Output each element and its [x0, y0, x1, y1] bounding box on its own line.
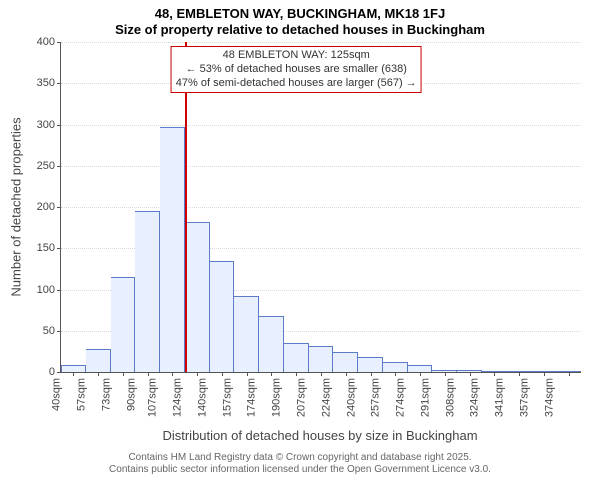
gridline-h: [61, 125, 581, 126]
histogram-bar: [408, 365, 433, 372]
chart-title-line1: 48, EMBLETON WAY, BUCKINGHAM, MK18 1FJ: [0, 6, 600, 22]
xtick-mark: [98, 372, 99, 376]
xtick-label: 90sqm: [125, 378, 137, 411]
ytick-label: 350: [37, 77, 61, 89]
xtick-label: 157sqm: [221, 378, 233, 417]
histogram-bar: [234, 296, 259, 372]
xtick-mark: [172, 372, 173, 376]
xtick-label: 57sqm: [76, 378, 88, 411]
xtick-mark: [569, 372, 570, 376]
xtick-label: 274sqm: [394, 378, 406, 417]
histogram-bar: [86, 349, 111, 372]
ytick-label: 200: [37, 201, 61, 213]
xtick-label: 73sqm: [100, 378, 112, 411]
gridline-h: [61, 207, 581, 208]
histogram-bar: [61, 365, 86, 372]
histogram-bar: [210, 261, 235, 372]
gridline-h: [61, 166, 581, 167]
histogram-plot: 05010015020025030035040040sqm57sqm73sqm9…: [60, 42, 581, 373]
annotation-box: 48 EMBLETON WAY: 125sqm← 53% of detached…: [171, 46, 422, 93]
annotation-line: ← 53% of detached houses are smaller (63…: [176, 63, 417, 77]
xtick-label: 190sqm: [271, 378, 283, 417]
xtick-mark: [494, 372, 495, 376]
ytick-label: 400: [37, 36, 61, 48]
xtick-label: 257sqm: [370, 378, 382, 417]
histogram-bar: [309, 346, 334, 372]
histogram-bar: [185, 222, 210, 372]
xtick-label: 341sqm: [494, 378, 506, 417]
x-axis-label: Distribution of detached houses by size …: [162, 428, 477, 443]
xtick-mark: [420, 372, 421, 376]
xtick-label: 324sqm: [469, 378, 481, 417]
ytick-label: 0: [49, 366, 61, 378]
xtick-mark: [296, 372, 297, 376]
histogram-bar: [135, 211, 160, 372]
xtick-label: 107sqm: [147, 378, 159, 417]
ytick-label: 100: [37, 284, 61, 296]
xtick-label: 224sqm: [320, 378, 332, 417]
chart-title: 48, EMBLETON WAY, BUCKINGHAM, MK18 1FJ S…: [0, 0, 600, 37]
xtick-label: 240sqm: [345, 378, 357, 417]
licence-line-2: Contains public sector information licen…: [0, 464, 600, 476]
chart-container: 48, EMBLETON WAY, BUCKINGHAM, MK18 1FJ S…: [0, 0, 600, 500]
chart-title-line2: Size of property relative to detached ho…: [0, 22, 600, 38]
xtick-label: 357sqm: [518, 378, 530, 417]
histogram-bar: [358, 357, 383, 372]
xtick-mark: [148, 372, 149, 376]
xtick-label: 40sqm: [51, 378, 63, 411]
xtick-mark: [321, 372, 322, 376]
xtick-mark: [544, 372, 545, 376]
gridline-h: [61, 42, 581, 43]
licence-line-1: Contains HM Land Registry data © Crown c…: [0, 452, 600, 464]
licence-notice: Contains HM Land Registry data © Crown c…: [0, 452, 600, 476]
annotation-line: 47% of semi-detached houses are larger (…: [176, 77, 417, 91]
histogram-bar: [383, 362, 408, 372]
xtick-mark: [445, 372, 446, 376]
histogram-bar: [333, 352, 358, 372]
xtick-label: 291sqm: [419, 378, 431, 417]
ytick-label: 50: [43, 325, 61, 337]
xtick-mark: [123, 372, 124, 376]
xtick-label: 207sqm: [295, 378, 307, 417]
histogram-bar: [111, 277, 136, 372]
xtick-mark: [247, 372, 248, 376]
xtick-mark: [271, 372, 272, 376]
annotation-line: 48 EMBLETON WAY: 125sqm: [176, 49, 417, 63]
xtick-mark: [519, 372, 520, 376]
xtick-label: 140sqm: [196, 378, 208, 417]
xtick-mark: [395, 372, 396, 376]
xtick-mark: [371, 372, 372, 376]
histogram-bar: [160, 127, 185, 372]
histogram-bar: [259, 316, 284, 372]
xtick-mark: [73, 372, 74, 376]
ytick-label: 300: [37, 119, 61, 131]
xtick-mark: [470, 372, 471, 376]
histogram-bar: [284, 343, 309, 372]
xtick-label: 374sqm: [543, 378, 555, 417]
xtick-mark: [346, 372, 347, 376]
ytick-label: 250: [37, 160, 61, 172]
xtick-mark: [197, 372, 198, 376]
xtick-label: 124sqm: [172, 378, 184, 417]
xtick-label: 174sqm: [246, 378, 258, 417]
y-axis-label: Number of detached properties: [9, 117, 24, 296]
ytick-label: 150: [37, 242, 61, 254]
xtick-label: 308sqm: [444, 378, 456, 417]
xtick-mark: [222, 372, 223, 376]
